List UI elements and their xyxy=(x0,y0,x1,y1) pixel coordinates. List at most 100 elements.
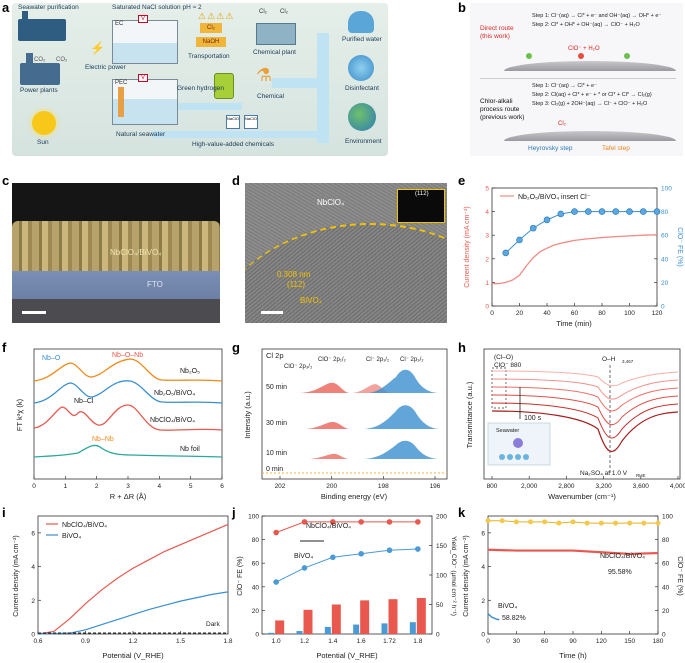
panel-label-e: e xyxy=(458,173,466,188)
panel-a-schematic: Seawater purification CO₂ CO₂ Power plan… xyxy=(12,3,388,156)
i-ytick-label: 4 xyxy=(31,564,35,571)
natural-seawater-label: Natural seawater xyxy=(116,131,166,138)
current-line-bivo4 xyxy=(487,613,500,621)
glass-substrate xyxy=(12,299,220,323)
peak-10min-clo xyxy=(310,453,350,459)
peak-50min-cl xyxy=(368,369,440,393)
dark-label: Dark xyxy=(206,621,220,628)
chemical-plant-label: Chemical plant xyxy=(253,49,296,56)
flask-icon: ⚗ xyxy=(256,65,273,85)
ir-curve-6 xyxy=(491,410,679,453)
x-axis-label: Wavenumber (cm⁻¹) xyxy=(548,492,616,501)
y-axis-left-label: Current density (mA cm⁻²) xyxy=(464,206,471,288)
panel-j-chart: 0 20 40 60 80 100 0 50 100 150 200 1.0 1.2 1.4 1.6 1.72… xyxy=(237,514,457,661)
k-right-ytick-label: 20 xyxy=(662,608,670,615)
fe-point xyxy=(613,520,618,526)
surface-atom-icon-3 xyxy=(515,454,521,460)
o-atom-icon-1 xyxy=(578,53,584,59)
e-right-ytick-label: 80 xyxy=(661,209,669,216)
fe-line-bivo4 xyxy=(275,548,418,583)
i-xtick-label: 1.2 xyxy=(128,638,137,645)
chlor-alkali-label: Chlor-alkali xyxy=(480,98,513,105)
legend-label-bivo4: BiVO₄ xyxy=(62,533,81,540)
y-axis-label: Current density (mA cm⁻²) xyxy=(13,535,20,617)
x-axis-label: Time (min) xyxy=(556,319,592,328)
tafel-label: Tafel step xyxy=(602,145,630,152)
cl2-tank-label: Cl₂ xyxy=(207,25,215,31)
j-left-ytick-label: 40 xyxy=(252,584,260,591)
j-xtick-label: 1.0 xyxy=(272,638,281,645)
fe-point xyxy=(543,216,551,224)
yield-bar-bivo4 xyxy=(381,623,388,634)
series-line xyxy=(37,523,229,635)
i-xtick-label: 1.5 xyxy=(176,638,185,645)
time-label-50: 50 min xyxy=(266,384,287,391)
yield-bar-bivo4 xyxy=(324,626,331,634)
e-right-ytick-label: 0 xyxy=(661,304,665,311)
plot-frame xyxy=(261,515,433,635)
j-right-ytick-label: 150 xyxy=(436,543,447,550)
fe-point xyxy=(570,519,576,525)
fe-point-nbclo4 xyxy=(273,529,279,536)
k-ytick-label: 4 xyxy=(481,564,485,571)
label-bivo4: BiVO₄ xyxy=(498,603,517,610)
fe-point xyxy=(584,520,590,526)
fe-point xyxy=(529,224,537,232)
fe-point-bivo4 xyxy=(358,550,364,557)
chlor-alkali-surface xyxy=(504,131,676,141)
cl2p-title: Cl 2p xyxy=(266,351,284,360)
k-right-ytick-label: 40 xyxy=(662,584,670,591)
plant-cl2-label-2: Cl₂ xyxy=(280,9,288,15)
layer-bottom-label: FTO xyxy=(147,280,163,289)
curve-nbclo4-bivo4 xyxy=(33,404,223,431)
ir-curve-4 xyxy=(491,394,679,426)
header-label: Saturated NaCl solution pH ≈ 2 xyxy=(112,4,202,11)
y-axis-right-label: ClO⁻ FE (%) xyxy=(676,227,683,266)
fe-point-nbclo4 xyxy=(415,519,421,525)
panel-b-mechanism: Direct route (this work) Step 1: Cl⁻(aq)… xyxy=(470,3,683,156)
i-xtick-label: 0.9 xyxy=(81,638,90,645)
ca-step2: Step 2: Cl(aq) + Cl* + e⁻ + * or Cl* + C… xyxy=(532,92,652,98)
fe-point-bivo4 xyxy=(273,579,279,585)
h-xtick-label: 3,600 xyxy=(633,483,650,490)
yield-bar-bivo4 xyxy=(268,632,275,634)
k-xtick-label: 150 xyxy=(624,638,635,645)
j-xtick-label: 1.6 xyxy=(357,638,366,645)
f-xtick-label: 6 xyxy=(220,483,224,490)
current-line-nbclo4 xyxy=(487,548,659,556)
h-xtick-label: 3,200 xyxy=(595,483,612,490)
ec-label: EC xyxy=(115,21,124,27)
f-xtick-label: 0 xyxy=(32,483,36,490)
i-xtick-label: 0.6 xyxy=(33,638,42,645)
panel-h-chart: (Cl–O) ClO⁻ 880 O–H 3,467 100 s Seawater… xyxy=(465,348,685,501)
panel-label-h: h xyxy=(458,340,466,355)
power-plant-icon xyxy=(20,63,60,85)
fe-point xyxy=(528,519,533,525)
j-right-ytick-label: 200 xyxy=(436,514,447,521)
ca-step3: Step 3: Cl₂(g) + 2OH⁻(aq) → Cl⁻ + ClO⁻ +… xyxy=(532,101,648,107)
panel-c-sem-image: NbClO₄/BiVO₄ FTO xyxy=(12,183,220,323)
panel-label-c: c xyxy=(2,173,10,188)
pec-label: PEC xyxy=(115,80,128,86)
yield-bar-nbclo4 xyxy=(388,599,398,634)
series-line xyxy=(37,591,229,635)
g-xtick-label: 196 xyxy=(430,483,441,490)
x-axis-label: Time (h) xyxy=(559,651,587,660)
cl2-product-label: Cl₂ xyxy=(558,121,566,127)
peak-10min-cl xyxy=(364,440,440,459)
ann-seawater: Seawater xyxy=(496,428,519,434)
f-xtick-label: 3 xyxy=(126,483,130,490)
naoh-tank-icon: NaOH xyxy=(196,37,226,47)
y-axis-left-label: ClO⁻ FE (%) xyxy=(237,556,244,595)
fe-point xyxy=(584,208,592,215)
x-axis-label: Potential (V_RHE) xyxy=(316,651,378,660)
e-xtick-label: 120 xyxy=(652,310,663,317)
power-chimney-icon xyxy=(26,53,33,65)
peak-label-4: Cl⁻ 2p₃/₂ xyxy=(400,357,424,363)
plot-frame xyxy=(483,348,681,480)
j-right-ytick-label: 50 xyxy=(436,602,444,609)
e-left-ytick-label: 5 xyxy=(485,186,489,193)
e-left-ytick-label: 2 xyxy=(485,256,489,263)
yield-bar-nbclo4 xyxy=(331,604,341,634)
